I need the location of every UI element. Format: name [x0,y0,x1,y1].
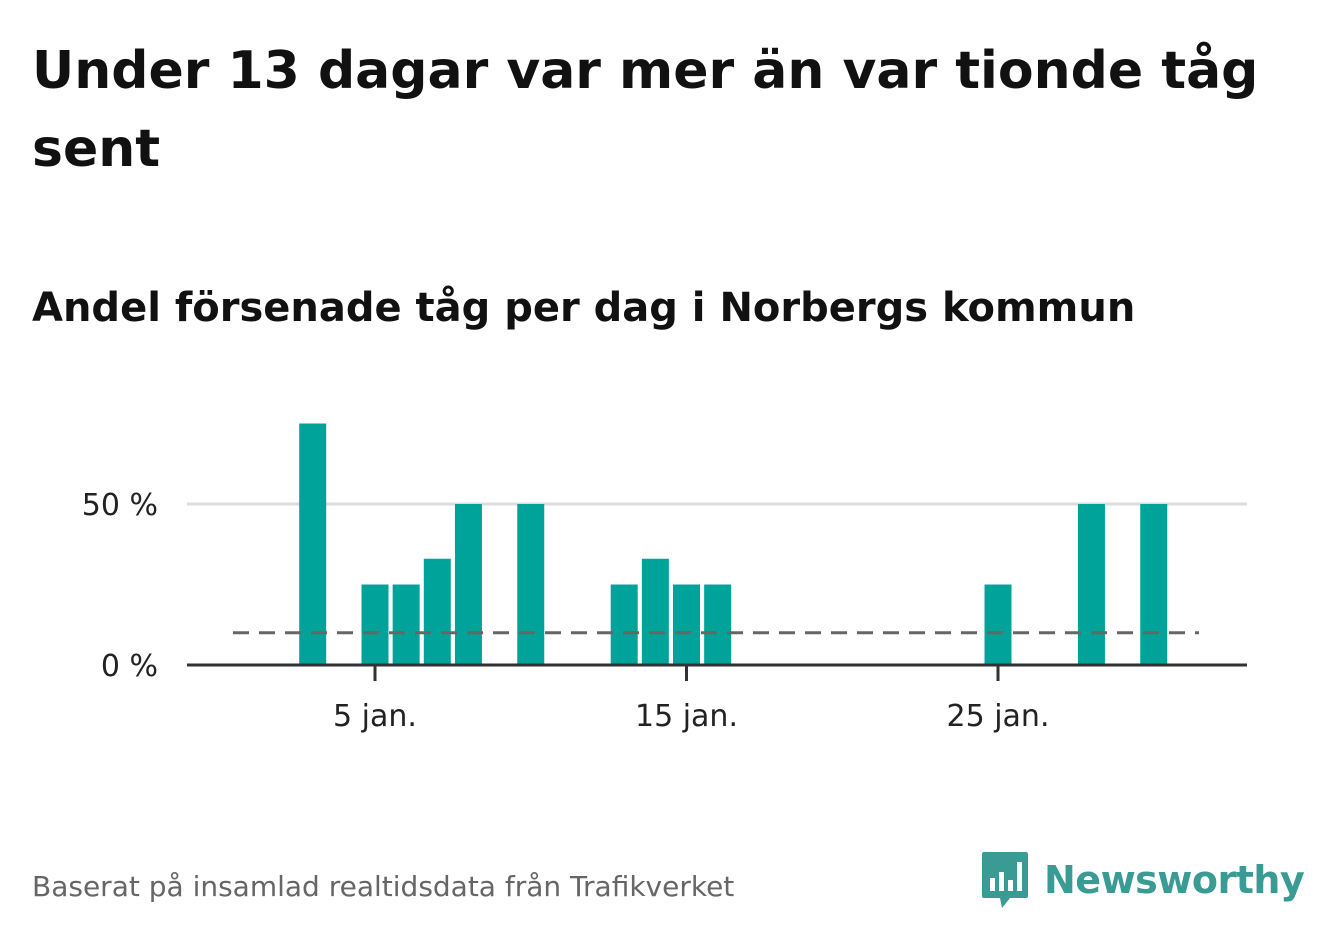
bar [299,423,327,665]
axes: 0 % 50 % 5 jan. 15 jan. 25 jan. [82,488,1247,734]
newsworthy-logo: Newsworthy [980,850,1305,910]
bar [610,584,638,665]
bar [361,584,389,665]
bar [423,558,451,665]
chart-subtitle: Andel försenade tåg per dag i Norbergs k… [32,285,1136,331]
source-note: Baserat på insamlad realtidsdata från Tr… [32,870,735,903]
bar [673,584,700,665]
bar-chart-speech-bubble-icon [982,852,1028,908]
logo-text: Newsworthy [1044,858,1305,902]
y-tick-label: 50 % [82,488,158,523]
x-tick-label: 15 jan. [635,699,738,734]
bar [704,584,732,665]
bar [392,584,420,665]
x-tick-label: 25 jan. [947,699,1050,734]
bar [454,504,482,665]
bar [984,584,1012,665]
chart-title: Under 13 dagar var mer än var tionde tåg… [32,41,1259,179]
y-tick-label: 0 % [101,649,158,684]
bar [1140,504,1168,665]
bar [641,558,669,665]
bar [517,504,545,665]
bars [299,423,1168,665]
bar [1077,504,1105,665]
x-tick-label: 5 jan. [333,699,417,734]
